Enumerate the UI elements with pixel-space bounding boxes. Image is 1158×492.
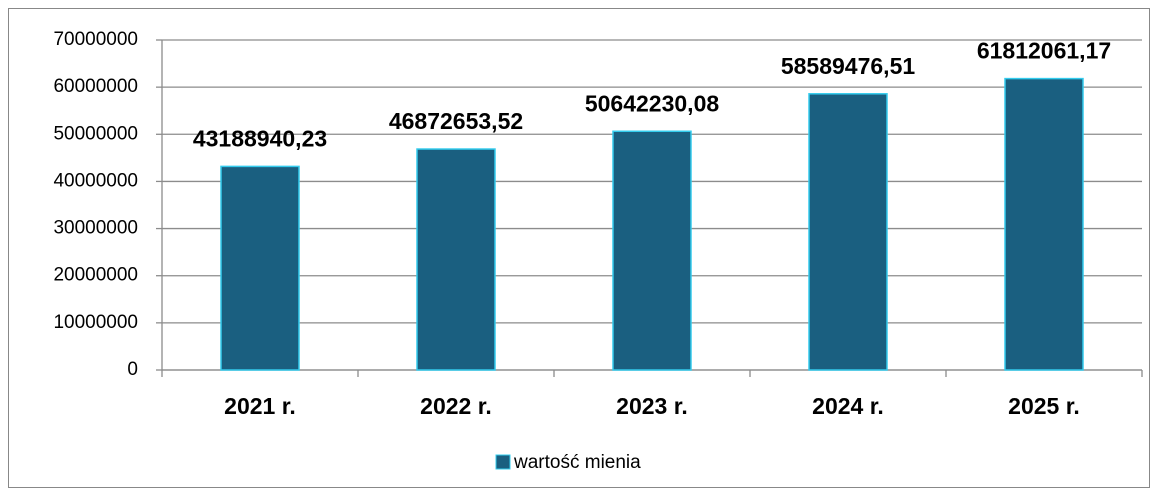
x-tick-label: 2023 r. [616, 393, 688, 419]
data-label: 43188940,23 [193, 125, 327, 151]
y-tick-label: 0 [127, 359, 138, 380]
y-tick-label: 70000000 [53, 29, 138, 50]
x-tick-label: 2024 r. [812, 393, 884, 419]
bar [1004, 77, 1084, 371]
bar [612, 130, 692, 371]
legend-swatch [495, 454, 511, 470]
data-label: 50642230,08 [585, 90, 720, 116]
bar [416, 148, 496, 371]
legend-label: wartość mienia [513, 452, 641, 473]
y-tick-label: 40000000 [53, 170, 138, 191]
y-tick-label: 30000000 [53, 218, 138, 239]
y-tick-label: 10000000 [53, 312, 138, 333]
x-tick-label: 2021 r. [224, 393, 296, 419]
x-tick-label: 2022 r. [420, 393, 492, 419]
data-label: 61812061,17 [977, 38, 1111, 64]
y-tick-label: 20000000 [53, 265, 138, 286]
y-tick-label: 60000000 [53, 76, 138, 97]
bar [220, 165, 300, 371]
bar [808, 93, 888, 371]
chart-border [8, 8, 1150, 488]
x-tick-label: 2025 r. [1008, 393, 1080, 419]
y-tick-label: 50000000 [53, 123, 138, 144]
data-label: 46872653,52 [389, 108, 523, 134]
data-label: 58589476,51 [781, 53, 916, 79]
